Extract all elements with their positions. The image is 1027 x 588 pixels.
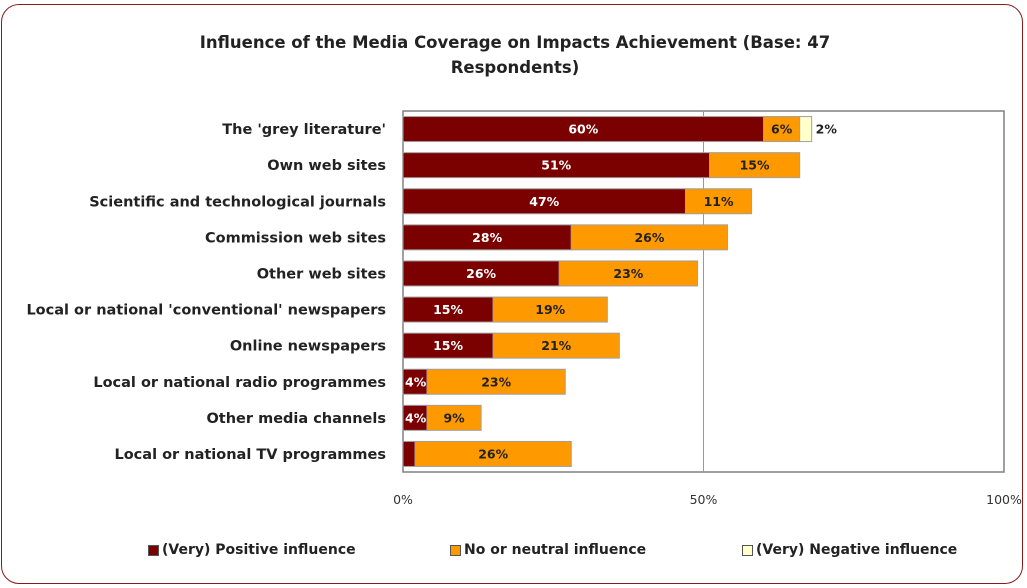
bar-segment (414, 440, 572, 467)
chart-legend: (Very) Positive influence No or neutral … (0, 540, 1027, 564)
data-label: 2% (816, 122, 838, 137)
bar-segment (763, 116, 801, 143)
data-label: 4% (405, 374, 427, 389)
bar-segment (402, 260, 560, 287)
legend-item-negative: (Very) Negative influence (742, 542, 957, 558)
bar-segment (402, 224, 572, 251)
bar-segment (799, 116, 813, 143)
category-label: Online newspapers (230, 339, 386, 355)
legend-swatch-neutral (450, 544, 461, 556)
data-label: 23% (481, 374, 511, 389)
category-label: Local or national TV programmes (114, 447, 386, 463)
bar-segment (684, 188, 753, 215)
x-tick-label: 100% (986, 492, 1022, 507)
bar-segment (402, 368, 428, 395)
category-label: Local or national 'conventional' newspap… (26, 303, 386, 319)
bar-segment (426, 404, 482, 431)
data-label: 51% (541, 158, 571, 173)
bar-segment (402, 404, 428, 431)
data-label: 21% (541, 338, 571, 353)
category-label: Local or national radio programmes (93, 375, 386, 391)
category-label: Scientific and technological journals (89, 194, 386, 210)
x-tick-label: 50% (690, 492, 718, 507)
bar-segment (492, 296, 608, 323)
legend-label-positive: (Very) Positive influence (162, 542, 356, 558)
data-label: 28% (472, 230, 502, 245)
data-label: 9% (443, 410, 465, 425)
data-label: 11% (704, 194, 734, 209)
bar-segment (492, 332, 620, 359)
bar-segment (426, 368, 566, 395)
category-label: Commission web sites (205, 230, 386, 246)
bar-segment (402, 188, 686, 215)
bar-segment (709, 152, 801, 179)
chart-title: Influence of the Media Coverage on Impac… (199, 33, 831, 77)
data-label: 19% (535, 302, 565, 317)
legend-label-negative: (Very) Negative influence (756, 542, 958, 558)
bar-segment (402, 152, 711, 179)
bar-segment (558, 260, 698, 287)
bar-segment (570, 224, 729, 251)
data-label: 23% (613, 266, 643, 281)
data-label: 15% (433, 302, 463, 317)
category-label: Other web sites (257, 266, 386, 282)
category-label: Own web sites (267, 158, 386, 174)
bar-segment (402, 296, 494, 323)
data-label: 26% (478, 446, 508, 461)
legend-label-neutral: No or neutral influence (464, 542, 647, 558)
data-label: 4% (405, 410, 427, 425)
data-label: 15% (433, 338, 463, 353)
data-label: 26% (634, 230, 664, 245)
legend-item-neutral: No or neutral influence (450, 542, 646, 558)
legend-swatch-negative (742, 544, 753, 556)
data-label: 6% (771, 122, 793, 137)
data-label: 15% (740, 158, 770, 173)
bar-segment (402, 440, 416, 467)
bar-segment (402, 332, 494, 359)
chart-frame (1, 4, 1023, 584)
category-label: Other media channels (206, 411, 386, 427)
data-label: 26% (466, 266, 496, 281)
legend-swatch-positive (148, 544, 159, 556)
category-label: The 'grey literature' (222, 122, 386, 138)
x-tick-label: 0% (393, 492, 413, 507)
data-label: 60% (568, 122, 598, 137)
data-label: 47% (529, 194, 559, 209)
legend-item-positive: (Very) Positive influence (148, 542, 356, 558)
